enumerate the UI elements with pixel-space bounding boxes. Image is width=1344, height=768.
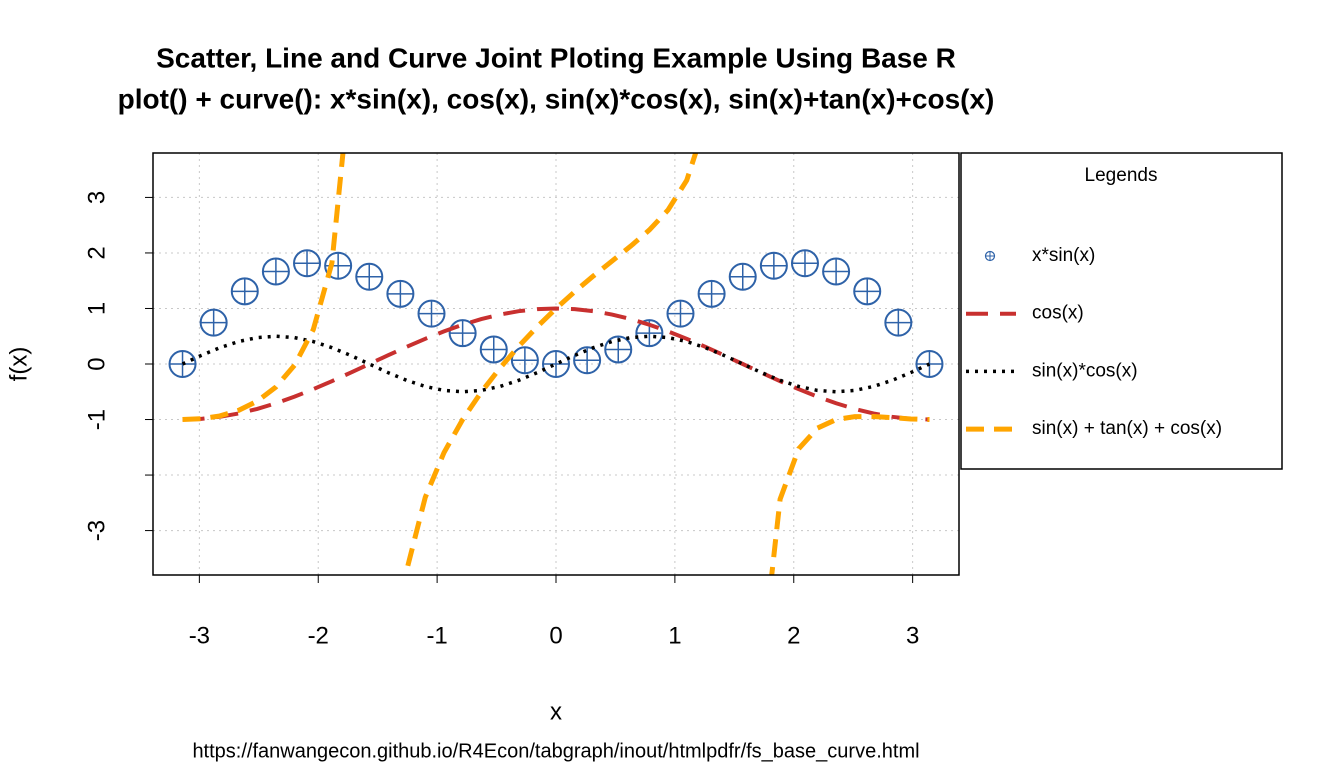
point [759,251,788,280]
x-tick-label: -1 [426,622,447,649]
legend-label: cos(x) [1032,303,1084,324]
point [199,308,228,337]
y-tick-label: 1 [83,302,110,315]
x-tick-label: 1 [668,622,681,649]
point [822,257,851,286]
legend: Legends x*sin(x) cos(x) sin(x)*cos(x) sin(x… [960,152,1283,470]
legend-label: sin(x) + tan(x) + cos(x) [1032,418,1222,439]
point [293,249,322,278]
y-tick-label: 0 [83,357,110,370]
point [168,350,197,378]
legend-box [960,152,1283,470]
point [230,277,259,306]
point [573,346,602,375]
x-tick-label: 2 [787,622,800,649]
point [448,319,477,348]
y-tick-label: -3 [83,520,110,541]
point [666,299,695,328]
x-tick-label: 0 [549,622,562,649]
legend-label: x*sin(x) [1032,245,1095,266]
point [542,350,570,378]
y-tick-label: 2 [83,246,110,259]
caption: https://fanwangecon.github.io/R4Econ/tab… [192,740,919,762]
y-tick-label: 3 [83,191,110,204]
x-axis-label: x [550,698,562,725]
y-tick-label: -1 [83,409,110,430]
point [884,308,913,337]
point [386,279,415,308]
curve [182,153,930,575]
x-tick-label: -3 [189,622,210,649]
plot-area [168,153,944,575]
x-tick-label: -2 [308,622,329,649]
point [510,346,539,375]
x-tick-label: 3 [906,622,919,649]
chart-subtitle: plot() + curve(): x*sin(x), cos(x), sin(… [118,83,995,114]
y-axis-label: f(x) [5,347,32,382]
point [728,262,757,291]
legend-title: Legends [1085,165,1158,186]
curve [182,306,930,422]
point [915,350,944,378]
point [261,257,290,286]
axes: -3 -2 -1 0 1 2 3 -3 -1 0 1 2 3 [83,191,919,650]
chart-title: Scatter, Line and Curve Joint Ploting Ex… [156,42,956,73]
legend-label: sin(x)*cos(x) [1032,360,1138,381]
point [853,277,882,306]
point [479,335,508,364]
point [790,249,819,278]
point [355,262,384,291]
point [417,299,446,328]
point [697,279,726,308]
